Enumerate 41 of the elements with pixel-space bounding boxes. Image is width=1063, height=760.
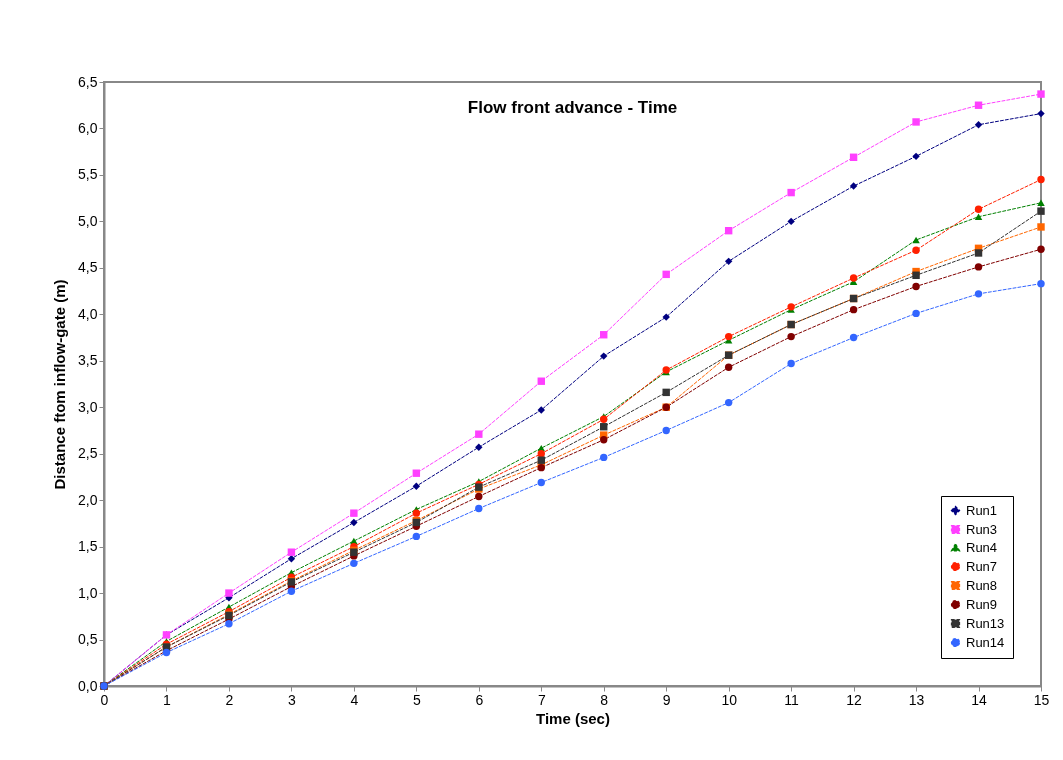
- legend-label: Run13: [966, 615, 1005, 631]
- x-tick-label: 5: [412, 691, 421, 708]
- x-axis-title: Time (sec): [536, 709, 610, 727]
- x-tick-label: 15: [1033, 691, 1050, 708]
- y-tick-label: 1,0: [78, 584, 98, 601]
- y-tick-label: 4,0: [78, 305, 98, 322]
- x-tick-label: 8: [600, 691, 609, 708]
- legend-label: Run4: [966, 539, 998, 555]
- x-tick-label: 9: [662, 691, 671, 708]
- x-tick-label: 13: [908, 691, 925, 708]
- x-tick-label: 1: [163, 691, 172, 708]
- legend-label: Run14: [966, 634, 1005, 650]
- x-tick-label: 0: [100, 691, 109, 708]
- x-tick-label: 3: [288, 691, 296, 708]
- y-tick-label: 3,5: [78, 352, 98, 369]
- legend-label: Run8: [966, 577, 998, 593]
- y-tick-label: 5,5: [78, 166, 98, 183]
- x-tick-label: 14: [971, 691, 988, 708]
- y-tick-label: 6,5: [78, 73, 98, 90]
- legend-label: Run3: [966, 521, 998, 537]
- y-tick-label: 2,0: [78, 491, 98, 508]
- legend-label: Run1: [966, 502, 998, 518]
- y-tick-label: 6,0: [78, 119, 98, 136]
- text: Flow front advance - Time: [467, 98, 678, 117]
- x-tick-label: 6: [475, 691, 484, 708]
- x-tick-label: 7: [537, 691, 546, 708]
- x-tick-label: 2: [225, 691, 234, 708]
- y-tick-label: 4,5: [78, 259, 98, 276]
- y-tick-label: 5,0: [78, 212, 98, 229]
- y-tick-label: 2,5: [78, 445, 98, 462]
- y-tick-label: 0,0: [78, 677, 98, 694]
- y-tick-label: 0,5: [78, 631, 98, 648]
- x-tick-label: 11: [784, 691, 800, 708]
- x-tick-label: 10: [721, 691, 738, 708]
- legend-label: Run7: [966, 558, 998, 574]
- y-axis-title: Distance ftom inflow-gate (m): [51, 279, 69, 490]
- y-tick-label: 3,0: [78, 398, 98, 415]
- x-tick-label: 12: [846, 691, 863, 708]
- x-tick-label: 4: [350, 691, 359, 708]
- y-tick-label: 1,5: [78, 538, 98, 555]
- legend-label: Run9: [966, 596, 998, 612]
